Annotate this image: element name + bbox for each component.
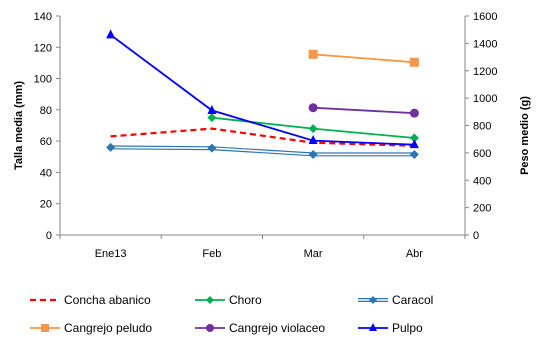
series-cangrejo-violaceo bbox=[308, 103, 419, 118]
series-line bbox=[313, 106, 415, 115]
data-point bbox=[106, 29, 116, 39]
y2-tick-label: 1000 bbox=[473, 93, 497, 105]
series-concha-abanico bbox=[110, 127, 415, 147]
legend-label: Caracol bbox=[392, 293, 433, 307]
legend-item: Caracol bbox=[358, 293, 433, 307]
legend-item: Concha abanico bbox=[30, 293, 151, 307]
y2-axis-title: Peso medio (g) bbox=[519, 96, 531, 175]
data-point bbox=[409, 108, 419, 118]
legend-label: Concha abanico bbox=[64, 293, 151, 307]
series-line bbox=[313, 53, 415, 64]
series-line bbox=[110, 127, 415, 147]
data-point bbox=[206, 296, 214, 304]
data-point bbox=[207, 113, 217, 123]
y2-tick-label: 1400 bbox=[473, 38, 497, 50]
y2-tick-label: 0 bbox=[473, 230, 479, 242]
y2-tick-label: 400 bbox=[473, 175, 491, 187]
y2-tick-label: 800 bbox=[473, 121, 491, 133]
series-cangrejo-peludo bbox=[308, 49, 419, 67]
y-tick-label: 40 bbox=[40, 167, 52, 179]
y-tick-label: 120 bbox=[34, 42, 52, 54]
data-point bbox=[308, 124, 318, 134]
legend-label: Cangrejo peludo bbox=[64, 321, 152, 335]
y-tick-label: 140 bbox=[34, 11, 52, 23]
y2-tick-label: 200 bbox=[473, 203, 491, 215]
data-point bbox=[308, 149, 318, 159]
x-tick-label: Abr bbox=[406, 248, 423, 260]
legend: Concha abanico Choro Caracol Cangrejo pelud… bbox=[30, 293, 433, 335]
data-point bbox=[206, 324, 214, 332]
series-pulpo bbox=[106, 29, 419, 149]
x-tick-label: Feb bbox=[202, 248, 221, 260]
legend-label: Pulpo bbox=[392, 321, 423, 335]
legend-item: Pulpo bbox=[358, 321, 423, 335]
data-point bbox=[41, 324, 49, 332]
y2-tick-label: 1200 bbox=[473, 66, 497, 78]
data-point bbox=[207, 143, 217, 153]
y-tick-label: 100 bbox=[34, 74, 52, 86]
data-point bbox=[308, 49, 318, 59]
x-tick-label: Mar bbox=[304, 248, 323, 260]
y-tick-label: 20 bbox=[40, 199, 52, 211]
y2-tick-label: 600 bbox=[473, 148, 491, 160]
legend-label: Cangrejo violaceo bbox=[229, 321, 325, 335]
data-point bbox=[409, 133, 419, 143]
data-point bbox=[106, 142, 116, 152]
y-tick-label: 0 bbox=[46, 230, 52, 242]
data-point bbox=[369, 323, 377, 331]
legend-item: Cangrejo violaceo bbox=[195, 321, 325, 335]
legend-item: Choro bbox=[195, 293, 262, 307]
y-axis-title: Talla media (mm) bbox=[13, 81, 25, 170]
y-tick-label: 80 bbox=[40, 105, 52, 117]
y2-tick-label: 1600 bbox=[473, 11, 497, 23]
data-point bbox=[409, 57, 419, 67]
data-point bbox=[308, 103, 318, 113]
legend-item: Cangrejo peludo bbox=[30, 321, 152, 335]
data-point bbox=[207, 104, 217, 114]
data-point bbox=[409, 139, 419, 149]
axes: 0204060801001201400200400600800100012001… bbox=[13, 11, 531, 260]
y-tick-label: 60 bbox=[40, 136, 52, 148]
series-line-inner bbox=[110, 146, 415, 156]
data-point bbox=[308, 135, 318, 145]
data-point bbox=[369, 296, 377, 304]
data-point bbox=[409, 149, 419, 159]
series-layer bbox=[106, 29, 419, 159]
x-tick-label: Ene13 bbox=[95, 248, 127, 260]
series-line bbox=[110, 34, 415, 146]
series-caracol bbox=[106, 142, 419, 159]
legend-label: Choro bbox=[229, 293, 262, 307]
